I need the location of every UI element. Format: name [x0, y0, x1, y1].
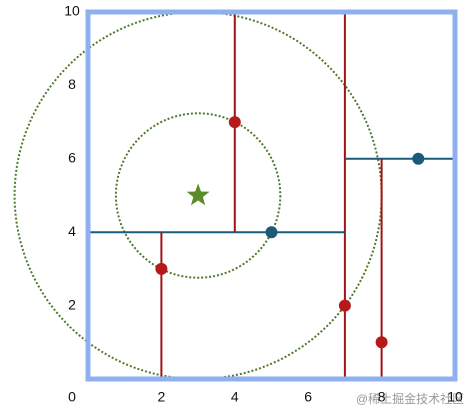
point [155, 262, 168, 275]
point [412, 152, 425, 165]
y-tick-label: 6 [68, 150, 76, 166]
x-tick-label: 10 [447, 389, 463, 405]
x-tick-label: 2 [158, 389, 166, 405]
watermark: @稀土掘金技术社区 [356, 391, 464, 406]
y-tick-label: 10 [64, 3, 80, 19]
y-tick-label: 4 [68, 223, 76, 239]
x-tick-label: 4 [231, 389, 239, 405]
x-tick-label: 6 [304, 389, 312, 405]
y-tick-label: 8 [68, 76, 76, 92]
x-tick-label: 0 [68, 389, 76, 405]
y-tick-label: 2 [68, 296, 76, 312]
search-circle [114, 112, 282, 279]
point [338, 299, 351, 312]
target-star [186, 183, 210, 206]
point [228, 116, 241, 129]
point [265, 226, 278, 239]
x-tick-label: 8 [378, 389, 386, 405]
point [375, 336, 388, 349]
frame [85, 9, 458, 382]
